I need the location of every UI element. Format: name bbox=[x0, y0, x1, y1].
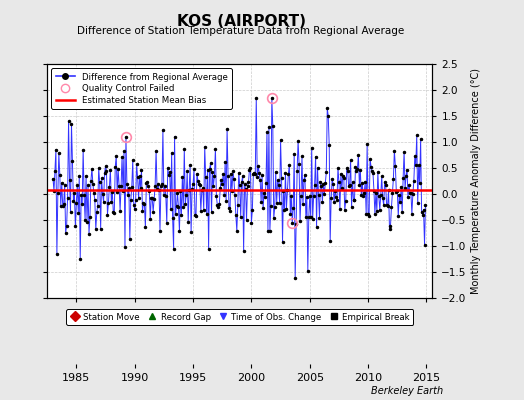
Text: Difference of Station Temperature Data from Regional Average: Difference of Station Temperature Data f… bbox=[78, 26, 405, 36]
Legend: Station Move, Record Gap, Time of Obs. Change, Empirical Break: Station Move, Record Gap, Time of Obs. C… bbox=[66, 309, 413, 325]
Text: KOS (AIRPORT): KOS (AIRPORT) bbox=[177, 14, 305, 29]
Legend: Difference from Regional Average, Quality Control Failed, Estimated Station Mean: Difference from Regional Average, Qualit… bbox=[51, 68, 232, 109]
Y-axis label: Monthly Temperature Anomaly Difference (°C): Monthly Temperature Anomaly Difference (… bbox=[471, 68, 481, 294]
Text: Berkeley Earth: Berkeley Earth bbox=[370, 386, 443, 396]
